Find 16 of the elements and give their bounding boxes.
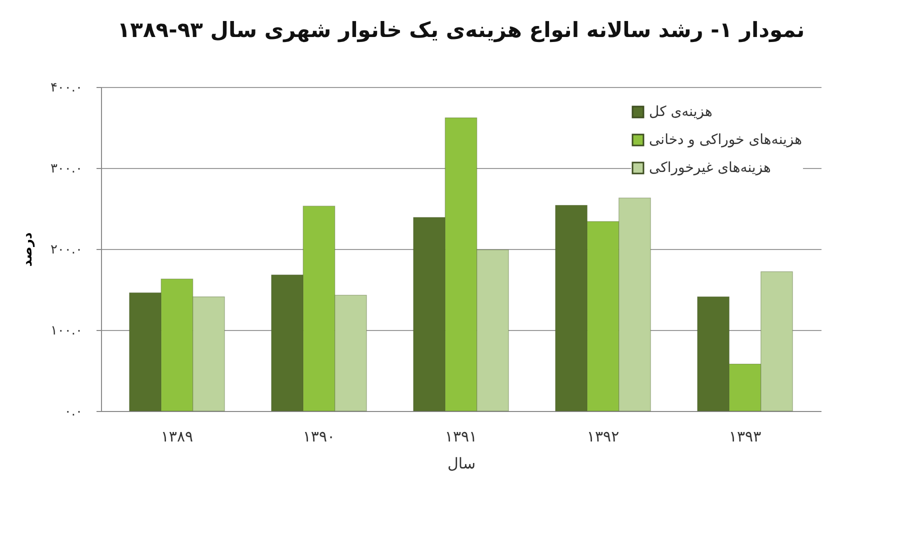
x-tick-label: ۱۳۹۰	[302, 428, 336, 446]
x-tick-label: ۱۳۸۹	[160, 428, 194, 446]
legend-label: هزینه‌های خوراکی و دخانی	[649, 132, 802, 148]
x-axis-title: سال	[447, 454, 476, 472]
y-axis-title: درصد	[20, 232, 36, 267]
x-tick-label: ۱۳۹۱	[444, 428, 478, 446]
legend-label: هزینه‌ی کل	[649, 104, 712, 120]
y-tick-label: ۳۰۰.۰	[50, 162, 82, 176]
x-tick-label: ۱۳۹۲	[586, 428, 620, 446]
y-tick-label: ۴۰۰.۰	[50, 80, 82, 96]
y-tick-label: ۱۰۰.۰	[50, 324, 82, 338]
x-tick-label: ۱۳۹۳	[728, 428, 762, 446]
y-tick-label: ۰.۰	[64, 404, 82, 420]
y-tick-label: ۲۰۰.۰	[50, 242, 82, 258]
legend-label: هزینه‌های غیرخوراکی	[649, 160, 771, 176]
chart-title: نمودار ۱- رشد سالانه انواع هزینه‌ی یک خانوار شهری سال ۹۳-۱۳۸۹	[117, 18, 805, 43]
